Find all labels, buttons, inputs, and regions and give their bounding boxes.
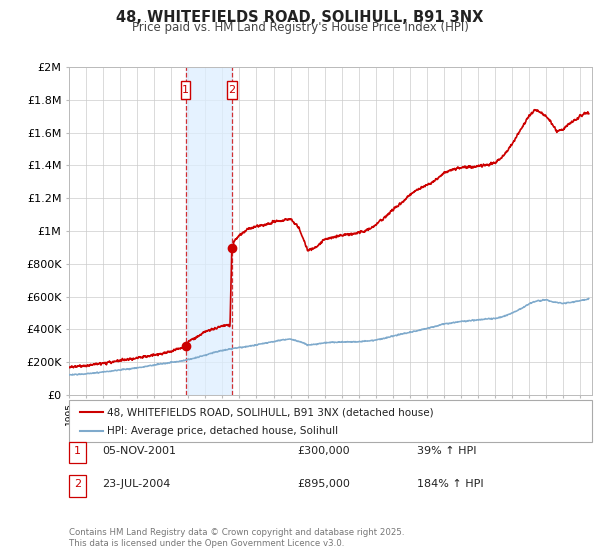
FancyBboxPatch shape — [227, 81, 236, 99]
Text: Price paid vs. HM Land Registry's House Price Index (HPI): Price paid vs. HM Land Registry's House … — [131, 21, 469, 34]
Text: 39% ↑ HPI: 39% ↑ HPI — [417, 446, 476, 456]
Text: HPI: Average price, detached house, Solihull: HPI: Average price, detached house, Soli… — [107, 426, 338, 436]
Bar — [185, 67, 232, 395]
Text: 48, WHITEFIELDS ROAD, SOLIHULL, B91 3NX (detached house): 48, WHITEFIELDS ROAD, SOLIHULL, B91 3NX … — [107, 407, 433, 417]
Text: 23-JUL-2004: 23-JUL-2004 — [102, 479, 170, 489]
Text: £895,000: £895,000 — [297, 479, 350, 489]
FancyBboxPatch shape — [181, 81, 190, 99]
Text: 184% ↑ HPI: 184% ↑ HPI — [417, 479, 484, 489]
Text: 1: 1 — [182, 85, 189, 95]
Text: 1: 1 — [74, 446, 81, 456]
Text: 2: 2 — [228, 85, 235, 95]
Text: 2: 2 — [74, 479, 81, 489]
Text: £300,000: £300,000 — [297, 446, 350, 456]
Text: Contains HM Land Registry data © Crown copyright and database right 2025.
This d: Contains HM Land Registry data © Crown c… — [69, 528, 404, 548]
Text: 05-NOV-2001: 05-NOV-2001 — [102, 446, 176, 456]
Text: 48, WHITEFIELDS ROAD, SOLIHULL, B91 3NX: 48, WHITEFIELDS ROAD, SOLIHULL, B91 3NX — [116, 10, 484, 25]
